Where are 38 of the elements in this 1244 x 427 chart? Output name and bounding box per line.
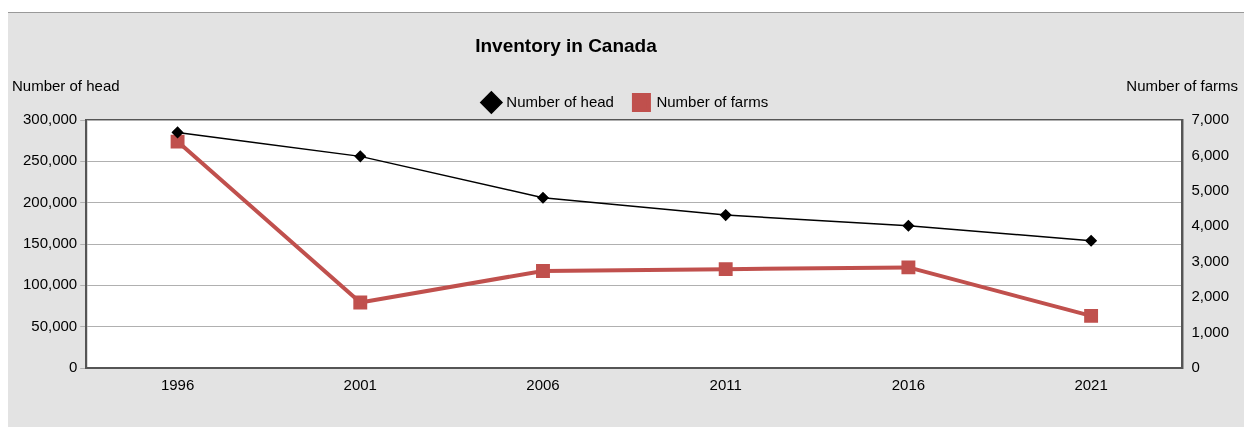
y2-tick-label: 1,000 <box>1191 322 1230 340</box>
x-tick-label: 2021 <box>1074 376 1108 394</box>
y-tick-label: 250,000 <box>22 151 78 169</box>
point <box>536 263 550 278</box>
y-tick-label: 100,000 <box>22 275 78 293</box>
y2-tick-label: 4,000 <box>1191 216 1230 234</box>
point <box>537 191 549 204</box>
y-tick-label: 300,000 <box>22 110 78 128</box>
point <box>1084 308 1099 323</box>
point <box>719 209 732 221</box>
y2-tick-label: 2,000 <box>1191 287 1230 305</box>
point <box>718 262 733 277</box>
y-tick-label: 200,000 <box>22 192 78 210</box>
chart-title: Inventory in Canada <box>474 35 658 57</box>
y2-tick-label: 6,000 <box>1191 145 1230 163</box>
y2-tick-label: 7,000 <box>1191 110 1230 128</box>
y2-tick-label: 5,000 <box>1191 181 1230 198</box>
point <box>354 150 367 163</box>
x-tick-label: 2001 <box>343 376 377 394</box>
x-tick-label: 2011 <box>709 376 742 394</box>
y2-tick-label: 0 <box>1191 358 1200 376</box>
point <box>171 126 184 139</box>
point <box>902 220 915 232</box>
x-tick-label: 2006 <box>526 376 560 394</box>
y-tick-label: 0 <box>68 358 78 376</box>
x-tick-label: 2016 <box>891 376 926 394</box>
y2-axis-title: Number of farms <box>1126 77 1238 94</box>
y-axis-title: Number of head <box>12 77 120 94</box>
y2-tick-label: 3,000 <box>1191 251 1230 269</box>
point <box>901 260 916 275</box>
y-tick-label: 150,000 <box>22 234 78 252</box>
point <box>353 295 368 310</box>
legend-label: Number of head <box>506 92 614 110</box>
point <box>1085 234 1097 247</box>
point <box>170 134 185 149</box>
y-tick-label: 50,000 <box>31 316 78 334</box>
x-tick-label: 1996 <box>160 376 195 394</box>
legend-label: Number of farms <box>656 92 769 110</box>
